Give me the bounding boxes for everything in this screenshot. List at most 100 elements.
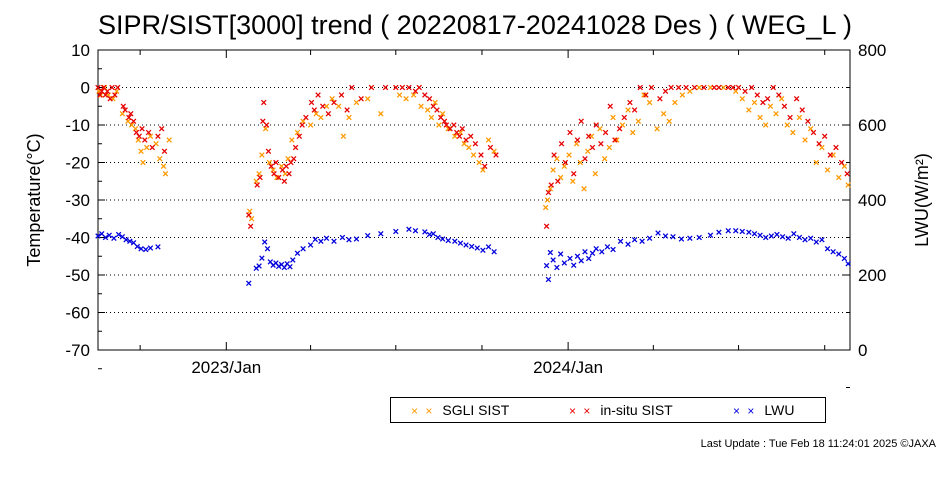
data-point-2: [813, 239, 820, 245]
data-point-0: [679, 92, 686, 98]
data-point-1: [776, 92, 782, 98]
y-axis-label: Temperature(°C): [24, 133, 44, 266]
data-point-1: [487, 144, 494, 151]
data-point-1: [246, 212, 252, 218]
data-point-2: [802, 236, 808, 243]
data-point-1: [793, 95, 800, 102]
data-point-0: [410, 92, 417, 98]
data-point-1: [368, 84, 375, 91]
data-point-1: [570, 170, 577, 177]
data-point-0: [466, 144, 472, 151]
axis-labels: 10 0 -10 -20 -30 -40 -50 -60 -70 800 600 400 200 0 202…: [24, 41, 932, 377]
data-point-0: [581, 185, 587, 192]
data-point-0: [573, 140, 580, 147]
data-point-0: [119, 110, 126, 117]
data-point-1: [567, 129, 573, 136]
data-point-2: [422, 229, 428, 235]
data-point-2: [762, 234, 769, 241]
data-point-1: [399, 84, 406, 91]
data-point-1: [344, 107, 350, 113]
data-point-0: [784, 122, 791, 128]
data-point-1: [290, 155, 297, 162]
data-point-1: [711, 84, 717, 91]
data-point-0: [329, 95, 335, 102]
data-point-1: [612, 137, 618, 143]
data-point-2: [550, 257, 556, 263]
data-point-1: [683, 84, 689, 91]
legend-label-sgli: SGLI SIST: [442, 402, 510, 418]
data-point-1: [406, 84, 412, 91]
data-point-1: [120, 103, 127, 110]
data-point-1: [257, 174, 263, 181]
data-point-0: [157, 155, 163, 162]
data-point-1: [691, 84, 698, 91]
data-point-1: [631, 107, 638, 113]
data-point-2: [725, 227, 732, 234]
data-point-1: [742, 88, 748, 95]
data-point-2: [543, 262, 550, 269]
data-point-2: [331, 238, 337, 245]
y2-tick-label: 800: [858, 41, 886, 60]
legend-item-lwu: × × LWU: [733, 402, 794, 418]
data-point-1: [358, 95, 364, 102]
data-point-0: [138, 148, 144, 155]
data-point-2: [589, 250, 596, 257]
data-point-2: [599, 248, 605, 255]
legend-item-insitu: × × in-situ SIST: [569, 402, 673, 418]
data-point-1: [136, 133, 142, 140]
data-point-1: [254, 182, 260, 188]
data-point-2: [281, 264, 288, 271]
data-point-1: [716, 84, 722, 91]
data-point-0: [294, 129, 301, 136]
data-point-0: [625, 107, 631, 113]
data-point-1: [283, 163, 289, 170]
data-point-2: [95, 233, 101, 239]
data-point-1: [578, 118, 584, 125]
data-point-0: [246, 208, 253, 215]
data-point-2: [439, 236, 446, 242]
data-point-1: [472, 140, 479, 147]
data-point-0: [353, 99, 360, 106]
data-point-0: [819, 144, 825, 151]
legend-item-sgli: × × SGLI SIST: [411, 402, 509, 418]
data-point-1: [562, 159, 569, 166]
data-point-1: [265, 148, 272, 155]
data-point-1: [303, 114, 309, 121]
data-point-0: [278, 163, 285, 170]
data-point-1: [451, 122, 457, 128]
data-point-2: [115, 231, 122, 238]
data-point-1: [827, 152, 834, 158]
data-point-0: [751, 99, 758, 106]
data-point-2: [312, 236, 319, 243]
data-point-1: [748, 84, 755, 91]
data-point-0: [672, 99, 678, 106]
data-point-0: [739, 95, 746, 102]
data-point-2: [290, 257, 296, 263]
data-point-0: [554, 155, 560, 162]
data-point-1: [296, 133, 303, 140]
data-point-1: [558, 140, 565, 147]
data-point-1: [701, 84, 707, 91]
data-point-2: [824, 245, 831, 252]
data-point-0: [836, 174, 842, 181]
data-point-0: [566, 152, 572, 158]
data-point-1: [548, 182, 555, 188]
data-point-0: [660, 110, 667, 117]
data-point-0: [143, 144, 150, 151]
data-point-1: [585, 133, 592, 140]
data-point-0: [790, 129, 796, 136]
data-point-0: [646, 99, 653, 106]
data-point-1: [422, 92, 428, 98]
data-point-1: [263, 122, 270, 128]
data-point-1: [602, 129, 609, 136]
data-point-1: [833, 144, 839, 151]
data-point-2: [567, 255, 573, 262]
data-point-2: [307, 242, 314, 248]
data-point-2: [757, 232, 763, 239]
data-point-2: [631, 236, 638, 243]
data-point-2: [256, 263, 262, 269]
data-point-2: [785, 235, 791, 242]
data-point-1: [331, 99, 337, 106]
data-point-2: [841, 255, 848, 262]
